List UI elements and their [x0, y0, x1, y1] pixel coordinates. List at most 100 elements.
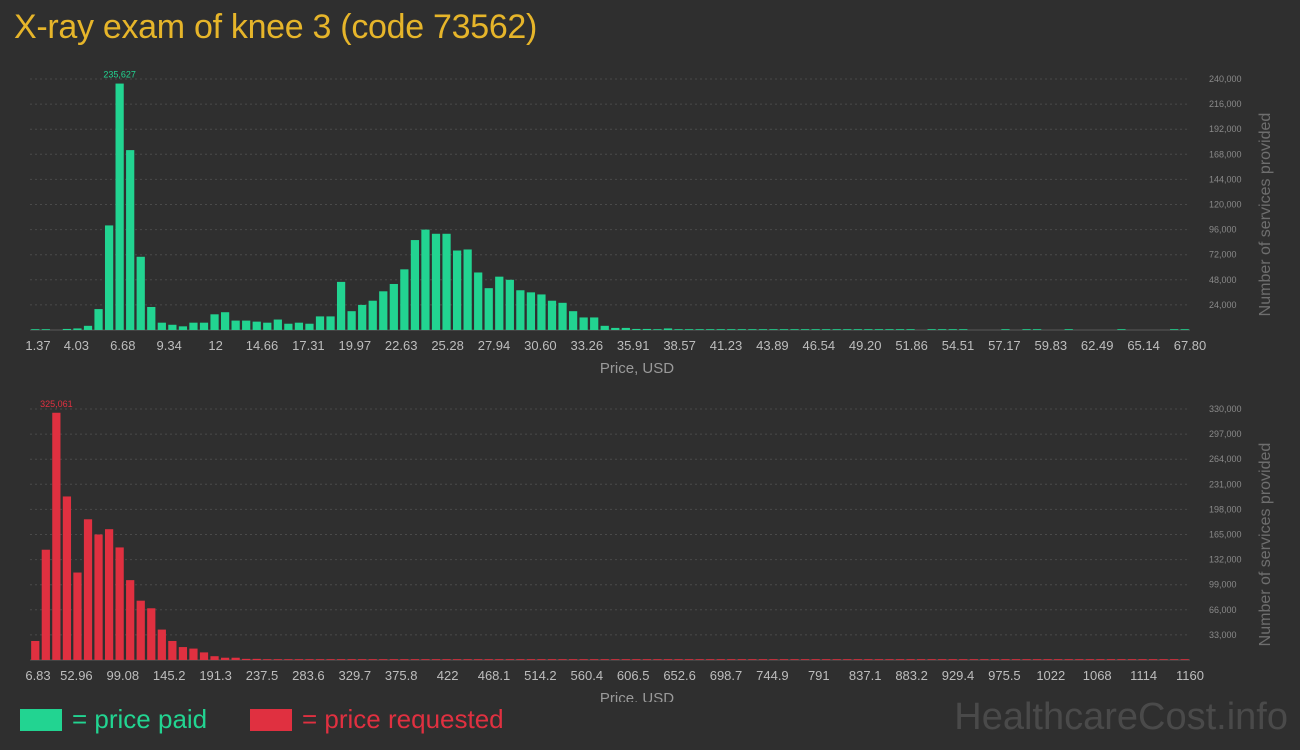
x-tick-label: 25.28: [431, 338, 464, 353]
y-tick-label: 216,000: [1209, 99, 1242, 109]
bar: [379, 659, 388, 660]
bar: [1022, 329, 1031, 330]
y-tick-label: 72,000: [1209, 250, 1237, 260]
y-tick-label: 264,000: [1209, 454, 1242, 464]
bar: [769, 659, 778, 660]
x-tick-label: 1114: [1130, 668, 1157, 683]
bar: [874, 659, 884, 660]
x-tick-label: 17.31: [292, 338, 325, 353]
bar: [326, 316, 335, 330]
bar: [83, 519, 93, 660]
y-axis-title: Number of services provided: [1257, 443, 1274, 647]
bar: [1106, 659, 1116, 660]
bar: [653, 329, 662, 330]
x-tick-label: 744.9: [756, 668, 789, 683]
x-axis-title: Price, USD: [600, 690, 674, 702]
x-tick-label: 791: [808, 668, 830, 683]
x-tick-label: 12: [208, 338, 222, 353]
bar: [832, 659, 841, 660]
x-tick-label: 1160: [1176, 668, 1204, 683]
x-tick-label: 35.91: [617, 338, 650, 353]
bar: [948, 329, 957, 330]
bar: [242, 320, 251, 330]
bar: [864, 659, 873, 660]
bar: [368, 659, 377, 660]
bar: [199, 652, 209, 660]
bar: [147, 608, 156, 660]
bar: [748, 329, 757, 330]
bar: [83, 325, 93, 330]
bar: [938, 659, 947, 660]
bar: [358, 659, 367, 660]
bar: [653, 659, 662, 660]
bar: [695, 329, 704, 330]
bar: [716, 659, 725, 660]
bar: [737, 329, 746, 330]
y-tick-label: 168,000: [1209, 149, 1242, 159]
bar: [284, 659, 293, 660]
bar: [600, 325, 609, 330]
x-tick-label: 22.63: [385, 338, 418, 353]
bar: [959, 659, 968, 660]
bar: [484, 659, 493, 660]
x-tick-label: 1068: [1083, 668, 1112, 683]
bar: [1117, 659, 1126, 660]
bar: [463, 249, 472, 330]
bar: [874, 329, 884, 330]
bar: [136, 600, 145, 660]
bar: [305, 659, 314, 660]
bar: [62, 496, 72, 660]
x-tick-label: 883.2: [895, 668, 928, 683]
bar: [516, 659, 525, 660]
bar: [1096, 659, 1105, 660]
bar: [336, 659, 346, 660]
y-tick-label: 330,000: [1209, 404, 1242, 414]
x-tick-label: 43.89: [756, 338, 789, 353]
price-paid-chart: 24,000 48,000 72,000 96,000 120,000 144,000 16…: [25, 70, 1274, 377]
x-tick-label: 41.23: [710, 338, 743, 353]
bar: [315, 316, 325, 330]
bar: [73, 328, 82, 330]
bar: [442, 659, 451, 660]
bar: [136, 256, 145, 330]
bar: [484, 288, 493, 330]
x-tick-label: 975.5: [988, 668, 1021, 683]
x-tick-label: 191.3: [199, 668, 232, 683]
y-tick-label: 48,000: [1209, 275, 1237, 285]
bar: [621, 327, 630, 330]
bar: [305, 323, 314, 331]
x-tick-label: 51.86: [895, 338, 928, 353]
bar: [189, 322, 198, 330]
x-tick-label: 698.7: [710, 668, 743, 683]
legend-item-paid: = price paid: [20, 704, 207, 735]
bar: [379, 291, 388, 330]
bar: [31, 640, 40, 660]
bar: [537, 659, 546, 660]
bar: [347, 659, 356, 660]
bar: [579, 659, 588, 660]
x-tick-label: 652.6: [663, 668, 696, 683]
bar: [811, 329, 820, 330]
bar: [94, 309, 103, 330]
legend-label-requested: = price requested: [302, 704, 504, 734]
bar: [832, 329, 841, 330]
bar: [737, 659, 746, 660]
bar: [642, 328, 652, 330]
bar: [294, 322, 304, 330]
bar: [516, 290, 525, 330]
bar: [147, 306, 156, 330]
y-tick-label: 66,000: [1209, 605, 1237, 615]
bar: [779, 329, 789, 330]
x-tick-label: 62.49: [1081, 338, 1114, 353]
bar: [684, 659, 694, 660]
x-tick-label: 1022: [1036, 668, 1065, 683]
bar: [452, 250, 462, 330]
x-tick-label: 30.60: [524, 338, 557, 353]
bar: [843, 329, 852, 330]
y-tick-label: 297,000: [1209, 429, 1242, 439]
bar: [474, 272, 483, 330]
bar: [1117, 329, 1126, 330]
bar: [1064, 659, 1073, 660]
x-tick-label: 52.96: [60, 668, 93, 683]
x-tick-label: 6.83: [25, 668, 50, 683]
